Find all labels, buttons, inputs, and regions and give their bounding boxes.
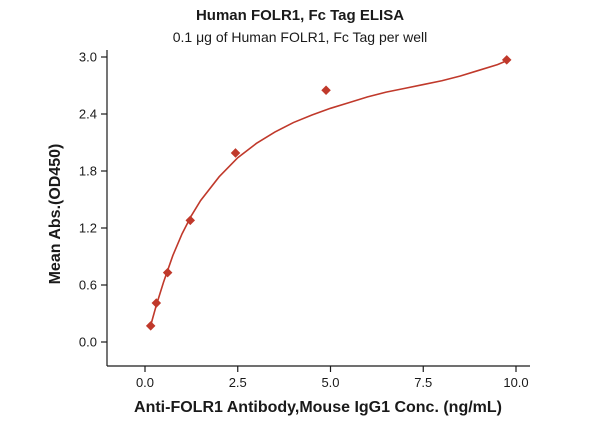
data-point: [145, 321, 156, 331]
y-tick-label: 1.8: [79, 164, 97, 179]
chart-title: Human FOLR1, Fc Tag ELISA: [196, 7, 404, 24]
x-ticks: 0.0 2.5 5.0 7.5 10.0: [136, 366, 529, 390]
axes: [106, 50, 530, 367]
data-point: [321, 85, 331, 96]
y-tick-label: 0.0: [79, 335, 97, 350]
y-tick-label: 0.6: [79, 278, 97, 293]
x-tick-label: 5.0: [321, 375, 339, 390]
y-tick-label: 1.2: [79, 221, 97, 236]
x-tick-label: 7.5: [414, 375, 432, 390]
data-point: [501, 55, 512, 65]
x-tick-label: 2.5: [229, 375, 247, 390]
fit-curve: [149, 60, 508, 327]
chart-subtitle: 0.1 μg of Human FOLR1, Fc Tag per well: [173, 29, 427, 45]
y-ticks: 0.0 0.6 1.2 1.8 2.4 3.0: [79, 50, 107, 350]
y-tick-label: 3.0: [79, 50, 97, 65]
data-points: [145, 55, 512, 331]
data-point: [230, 148, 241, 158]
y-tick-label: 2.4: [79, 107, 97, 122]
data-point: [151, 298, 162, 308]
y-axis-label: Mean Abs.(OD450): [47, 144, 64, 285]
x-tick-label: 0.0: [136, 375, 154, 390]
data-point: [185, 215, 196, 226]
x-tick-label: 10.0: [503, 375, 528, 390]
x-axis-label: Anti-FOLR1 Antibody,Mouse IgG1 Conc. (ng…: [134, 399, 502, 416]
data-point: [162, 267, 173, 278]
